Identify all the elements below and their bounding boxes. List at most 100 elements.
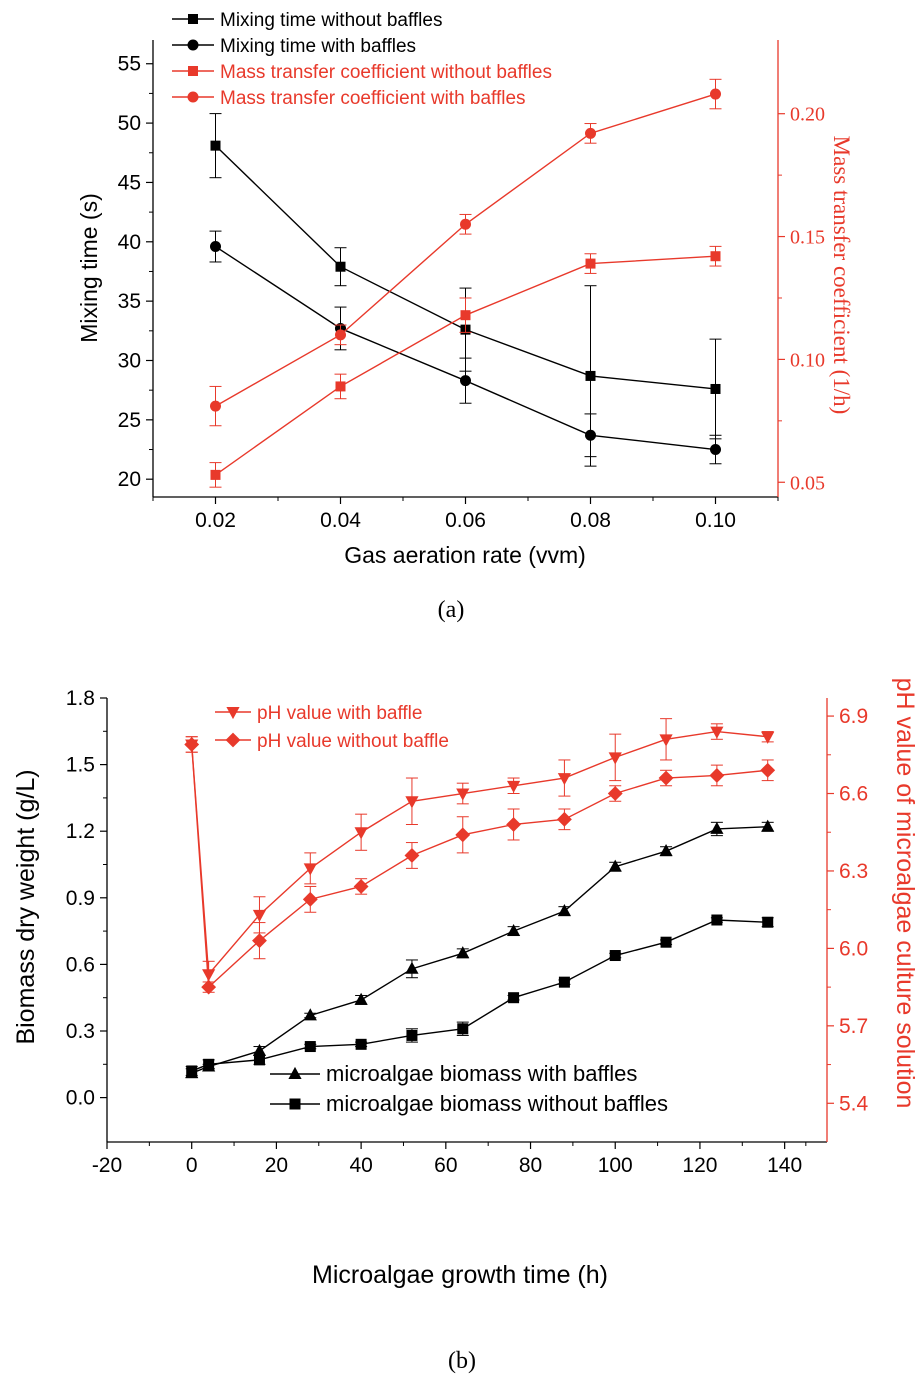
data-point — [186, 1065, 198, 1077]
x-tick-label: 140 — [767, 1154, 802, 1177]
y-right-tick-label: 0.05 — [790, 472, 825, 494]
y-right-tick-label: 0.10 — [790, 349, 825, 371]
data-point — [406, 1029, 418, 1041]
data-point — [710, 88, 721, 100]
x-tick-label: 0.06 — [445, 509, 486, 532]
data-point — [658, 770, 674, 786]
series-3 — [185, 914, 774, 1077]
data-point — [404, 848, 420, 863]
data-point — [457, 1023, 469, 1035]
panel-a-legend: Mixing time without baffles Mixing time w… — [172, 10, 552, 109]
legend-label: Mass transfer coefficient without baffle… — [220, 62, 552, 83]
y-left-tick-label: 25 — [118, 409, 141, 432]
x-tick-label: 0.02 — [195, 509, 236, 532]
data-point — [608, 752, 622, 765]
panel-a: Gas aeration rate (vvm) Mixing time (s) … — [76, 136, 854, 623]
x-tick-label: 80 — [519, 1154, 542, 1177]
panel-b-legend-bottom: microalgae biomass with baffles microalga… — [270, 1061, 668, 1116]
series-line — [191, 730, 768, 976]
y-right-tick-label: 0.15 — [790, 227, 825, 249]
legend-label: Mass transfer coefficient with baffles — [220, 88, 526, 109]
data-point — [761, 819, 775, 832]
y-right-tick-label: 5.7 — [839, 1015, 868, 1038]
series-3 — [209, 78, 722, 427]
data-point — [335, 261, 346, 272]
data-point — [557, 903, 572, 917]
y-left-tick-label: 50 — [118, 112, 141, 135]
data-point — [210, 400, 221, 412]
panel-b-xlabel: Microalgae growth time (h) — [312, 1261, 608, 1289]
legend-marker — [188, 14, 198, 24]
data-point — [202, 969, 216, 982]
data-point — [659, 844, 673, 857]
data-point — [558, 976, 570, 988]
y-right-tick-label: 6.0 — [839, 937, 868, 960]
data-point — [184, 737, 200, 752]
data-point — [355, 1038, 367, 1050]
data-point — [762, 916, 774, 928]
data-point — [506, 923, 521, 937]
data-point — [659, 734, 673, 747]
data-point — [710, 383, 721, 394]
x-tick-label: 0 — [186, 1154, 198, 1177]
x-tick-label: 0.10 — [695, 509, 736, 532]
data-point — [607, 786, 623, 801]
data-point — [210, 241, 221, 253]
data-point — [609, 950, 621, 962]
data-point — [506, 780, 521, 793]
data-point — [335, 381, 346, 392]
series-line — [191, 744, 768, 989]
legend-marker — [226, 707, 240, 720]
series-0 — [209, 113, 722, 467]
legend-label: microalgae biomass with baffles — [326, 1061, 637, 1086]
legend-marker — [288, 1066, 302, 1079]
data-point — [710, 444, 721, 456]
data-point — [456, 788, 470, 801]
data-point — [353, 879, 369, 894]
y-left-tick-label: 40 — [118, 231, 141, 254]
legend-marker — [187, 91, 199, 103]
data-point — [252, 933, 267, 949]
data-point — [405, 796, 419, 809]
data-point — [660, 936, 672, 948]
data-point — [460, 310, 471, 321]
legend-label: pH value with baffle — [257, 703, 422, 724]
legend-label: pH value without baffle — [257, 731, 449, 752]
legend-marker — [225, 732, 241, 748]
data-point — [304, 1041, 316, 1053]
x-tick-label: 120 — [682, 1154, 717, 1177]
x-tick-label: 40 — [349, 1154, 372, 1177]
panel-a-caption: (a) — [438, 597, 465, 623]
y-left-tick-label: 1.5 — [66, 754, 95, 777]
data-point — [354, 827, 368, 840]
data-point — [335, 329, 346, 341]
data-point — [354, 992, 368, 1005]
x-tick-label: -20 — [92, 1154, 122, 1177]
series-line — [191, 826, 768, 1074]
data-point — [608, 859, 622, 872]
data-point — [585, 370, 596, 381]
panel-b-legend-top: pH value with baffle pH value without baf… — [215, 703, 449, 752]
legend-marker — [289, 1098, 301, 1110]
data-point — [506, 817, 522, 832]
data-point — [710, 251, 721, 262]
data-point — [710, 726, 724, 739]
data-point — [557, 773, 572, 786]
data-point — [253, 1054, 265, 1066]
data-point — [711, 914, 723, 926]
panel-a-ylabel-right: Mass transfer coefficient (1/h) — [829, 136, 854, 415]
panel-b-plot: -20 0 20 40 60 80 100 120 140 0.0 0.3 0.6 0.9 1.2 1.5 1… — [66, 687, 869, 1177]
data-point — [252, 1043, 267, 1056]
legend-marker — [187, 39, 199, 51]
data-point — [201, 979, 217, 995]
data-point — [585, 258, 596, 269]
data-point — [460, 375, 471, 387]
panel-b-ylabel-left: Biomass dry weight (g/L) — [12, 769, 40, 1044]
series-1 — [209, 230, 722, 465]
legend-marker — [188, 66, 198, 76]
legend-label: microalgae biomass without baffles — [326, 1091, 668, 1116]
data-point — [303, 863, 317, 876]
data-point — [709, 768, 725, 783]
x-tick-label: 60 — [434, 1154, 457, 1177]
